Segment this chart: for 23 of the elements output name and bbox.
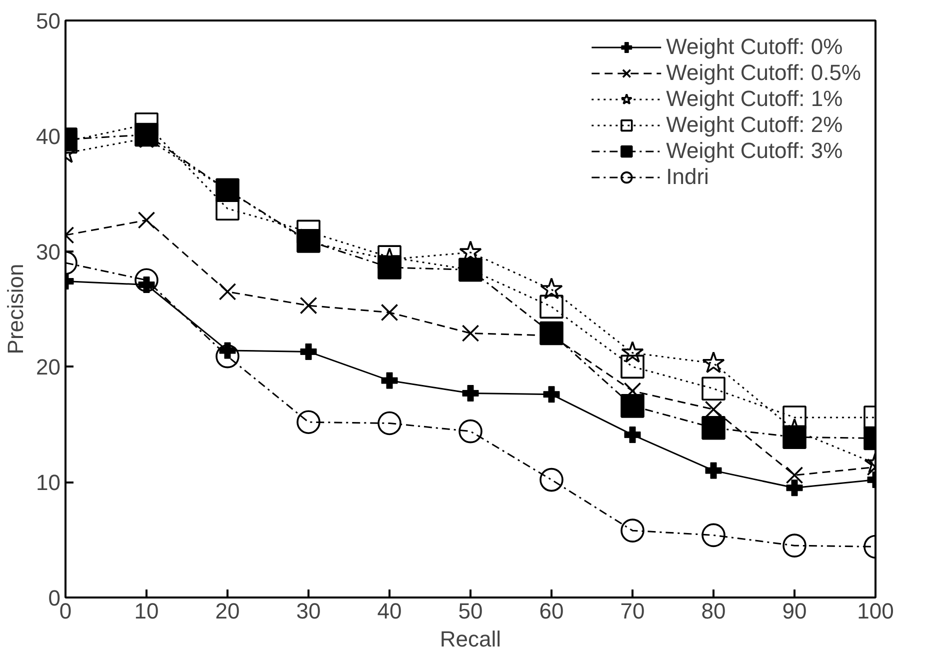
x-tick-label: 80 — [701, 598, 726, 624]
x-tick-label: 50 — [458, 598, 483, 624]
legend-label: Indri — [666, 164, 709, 190]
x-tick-label: 100 — [857, 598, 894, 624]
legend-label: Weight Cutoff: 1% — [666, 86, 843, 112]
y-tick-label: 50 — [36, 8, 61, 34]
x-tick-label: 90 — [782, 598, 807, 624]
x-tick-label: 40 — [377, 598, 402, 624]
legend-label: Weight Cutoff: 2% — [666, 112, 843, 138]
x-tick-label: 10 — [134, 598, 159, 624]
x-axis-title: Recall — [440, 626, 502, 652]
x-tick-label: 60 — [539, 598, 564, 624]
x-tick-label: 70 — [620, 598, 645, 624]
y-tick-label: 20 — [36, 354, 61, 380]
y-axis-title: Precision — [3, 264, 28, 354]
legend-label: Weight Cutoff: 0% — [666, 34, 843, 60]
x-tick-label: 20 — [215, 598, 240, 624]
y-tick-label: 40 — [36, 124, 61, 149]
y-tick-label: 30 — [36, 239, 61, 264]
legend-label: Weight Cutoff: 3% — [666, 138, 843, 164]
legend-label: Weight Cutoff: 0.5% — [666, 60, 861, 86]
y-tick-label: 10 — [36, 470, 61, 496]
x-tick-label: 30 — [296, 598, 321, 624]
